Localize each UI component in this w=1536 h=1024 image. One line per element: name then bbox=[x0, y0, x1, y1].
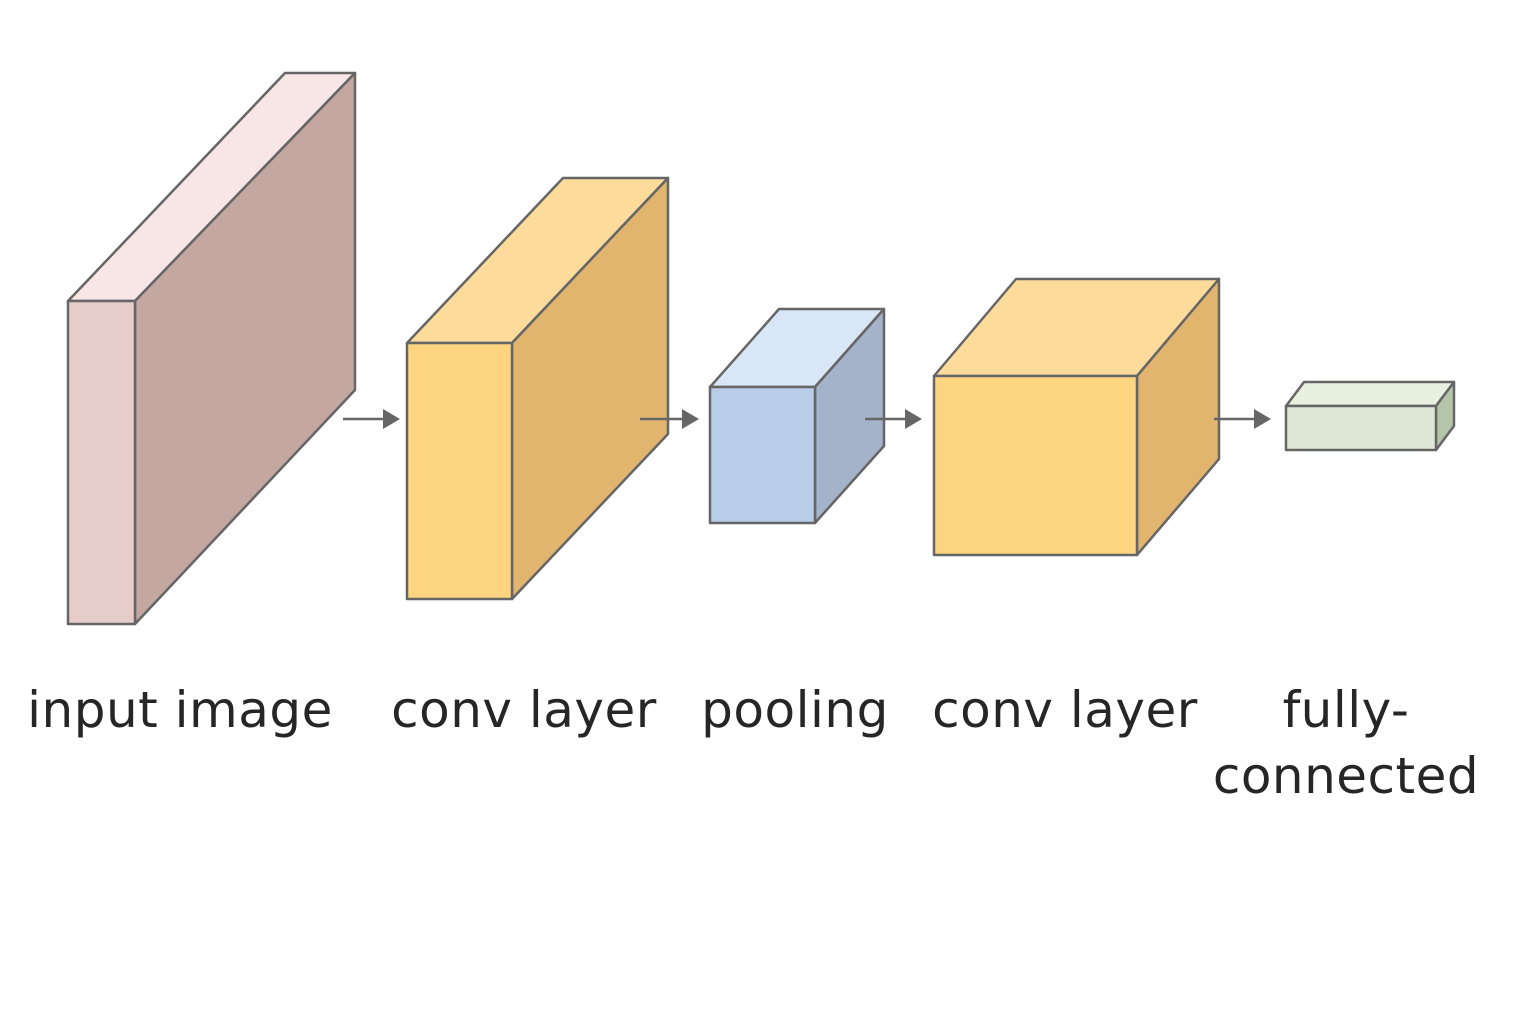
arrow-conv-to-fully-connected-head bbox=[1254, 409, 1271, 429]
label-fully-connected-line2: connected bbox=[1212, 747, 1480, 805]
pooling-block bbox=[708, 307, 886, 525]
arrow-input-to-conv bbox=[343, 409, 400, 429]
arrow-pooling-to-conv bbox=[865, 409, 922, 429]
arrow-pooling-to-conv-head bbox=[905, 409, 922, 429]
fully-connected-block-top bbox=[1284, 380, 1456, 408]
label-conv-layer-1: conv layer bbox=[391, 681, 657, 739]
label-pooling: pooling bbox=[701, 681, 889, 739]
input-image-block-front bbox=[66, 299, 137, 626]
fully-connected-block-front bbox=[1284, 404, 1438, 452]
conv-layer-2-block bbox=[932, 277, 1221, 557]
label-input-image: input image bbox=[27, 681, 333, 739]
input-image-block bbox=[66, 71, 357, 626]
arrow-conv-to-fully-connected bbox=[1214, 409, 1271, 429]
arrow-conv-to-pooling-head bbox=[682, 409, 699, 429]
conv-layer-1-block-front bbox=[405, 341, 514, 601]
conv-layer-1-block bbox=[405, 176, 670, 601]
label-fully-connected-line1: fully- bbox=[1282, 681, 1410, 739]
pooling-block-front bbox=[708, 385, 817, 525]
fully-connected-block bbox=[1284, 380, 1456, 452]
arrow-conv-to-pooling bbox=[640, 409, 699, 429]
conv-layer-2-block-front bbox=[932, 374, 1139, 557]
arrow-input-to-conv-head bbox=[383, 409, 400, 429]
label-conv-layer-2: conv layer bbox=[932, 681, 1198, 739]
